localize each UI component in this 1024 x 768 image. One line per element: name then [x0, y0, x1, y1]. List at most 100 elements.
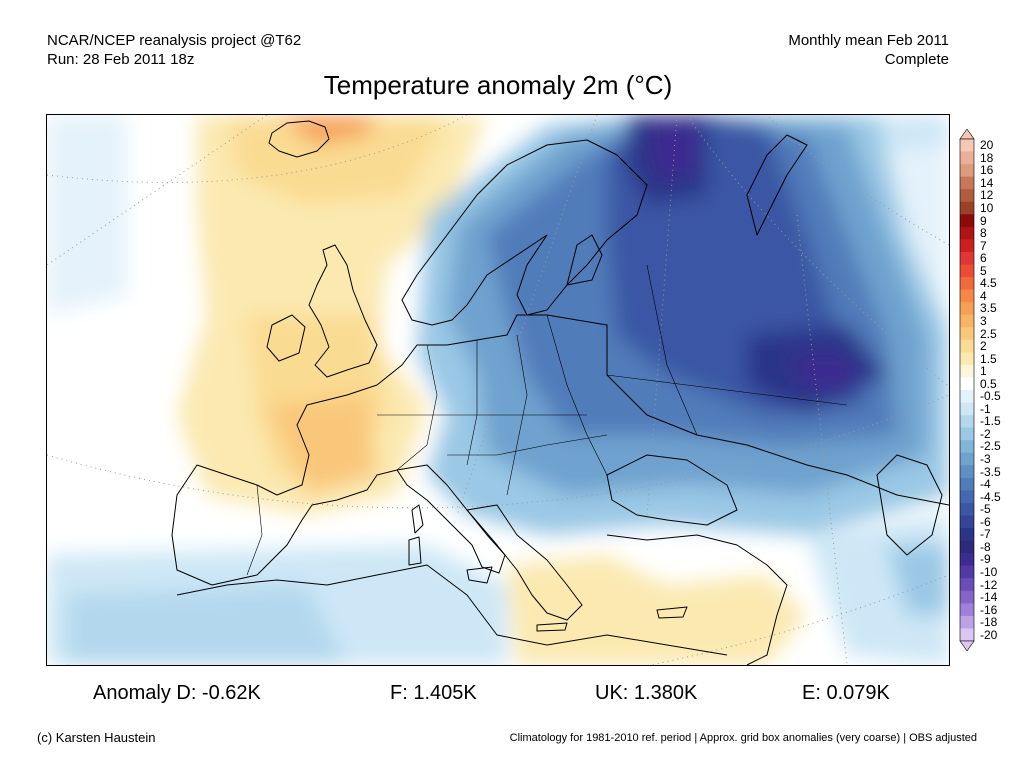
- legend-swatch: [960, 264, 974, 278]
- legend-label: 7: [980, 238, 987, 253]
- legend-label: 9: [980, 213, 987, 228]
- legend-arrow-top: [959, 129, 975, 140]
- legend-swatch: [960, 515, 974, 529]
- legend-swatch: [960, 528, 974, 542]
- legend-swatch: [960, 565, 974, 579]
- legend-swatch: [960, 590, 974, 604]
- legend-label: 3: [980, 313, 987, 328]
- legend-label: 5: [980, 263, 987, 278]
- legend-swatch: [960, 603, 974, 617]
- copyright-text: (c) Karsten Haustein: [37, 730, 156, 745]
- legend-swatch: [960, 139, 974, 153]
- legend-label: -7: [980, 527, 991, 542]
- legend-swatch: [960, 327, 974, 341]
- legend-swatch: [960, 415, 974, 429]
- legend-label: -16: [980, 602, 998, 617]
- legend-label: -9: [980, 552, 991, 567]
- stat-anomaly-d: Anomaly D: -0.62K: [93, 682, 261, 704]
- legend-swatch: [960, 289, 974, 303]
- header-right: Monthly mean Feb 2011 Complete: [788, 31, 949, 69]
- legend-swatch: [960, 226, 974, 240]
- legend-swatch: [960, 176, 974, 190]
- legend-label: 16: [980, 163, 994, 178]
- legend-colorbar: [959, 129, 975, 651]
- legend-label: -12: [980, 577, 998, 592]
- legend-label: 0.5: [980, 376, 997, 391]
- legend-label: -2.5: [980, 439, 1001, 454]
- header-left: NCAR/NCEP reanalysis project @T62 Run: 2…: [47, 31, 301, 69]
- legend-swatch: [960, 553, 974, 567]
- legend-swatch: [960, 628, 974, 642]
- legend-swatch: [960, 427, 974, 441]
- legend-swatch: [960, 440, 974, 454]
- legend-swatch: [960, 339, 974, 353]
- legend-label: -8: [980, 539, 991, 554]
- legend-label: -3.5: [980, 464, 1001, 479]
- legend-swatch: [960, 490, 974, 504]
- color-legend: 20 18 16 14 12 10 9 8 7 6 5 4.5 4 3.5 3 2.5 2 1.5 1 0.5 -0.5…: [956, 129, 1024, 651]
- footnote-text: Climatology for 1981-2010 ref. period | …: [509, 732, 977, 744]
- legend-label: 12: [980, 188, 994, 203]
- legend-swatch: [960, 151, 974, 165]
- borders: [246, 264, 848, 576]
- legend-swatch: [960, 402, 974, 416]
- anomaly-field: [47, 115, 949, 665]
- legend-label: -18: [980, 615, 998, 630]
- source-text: NCAR/NCEP reanalysis project @T62: [47, 32, 302, 49]
- legend-label: 4: [980, 288, 987, 303]
- legend-label: 8: [980, 226, 987, 241]
- legend-label: -4.5: [980, 489, 1001, 504]
- run-text: Run: 28 Feb 2011 18z: [47, 51, 195, 68]
- legend-label: 6: [980, 251, 987, 266]
- legend-label: 4.5: [980, 276, 997, 291]
- legend-swatch: [960, 477, 974, 491]
- stat-e: E: 0.079K: [802, 682, 890, 704]
- legend-label: -1: [980, 401, 991, 416]
- legend-label: 20: [980, 138, 994, 153]
- legend-label: 18: [980, 150, 994, 165]
- legend-label: 2: [980, 339, 987, 354]
- status-text: Complete: [884, 51, 949, 68]
- legend-swatch: [960, 277, 974, 291]
- legend-swatch: [960, 352, 974, 366]
- legend-swatch: [960, 452, 974, 466]
- legend-label: 14: [980, 175, 994, 190]
- legend-label: -4: [980, 477, 991, 492]
- legend-swatch: [960, 302, 974, 316]
- legend-swatch: [960, 578, 974, 592]
- legend-swatch: [960, 615, 974, 629]
- legend-swatch: [960, 239, 974, 253]
- legend-swatch: [960, 502, 974, 516]
- legend-label: 2.5: [980, 326, 997, 341]
- legend-swatch: [960, 540, 974, 554]
- legend-swatch: [960, 377, 974, 391]
- legend-swatch: [960, 314, 974, 328]
- map-canvas: [47, 115, 949, 665]
- legend-label: -5: [980, 502, 991, 517]
- legend-swatch: [960, 189, 974, 203]
- legend-swatch: [960, 164, 974, 178]
- legend-swatch: [960, 364, 974, 378]
- legend-swatch: [960, 251, 974, 265]
- legend-label: -20: [980, 627, 998, 642]
- legend-label: -0.5: [980, 389, 1001, 404]
- legend-label: -2: [980, 426, 991, 441]
- stat-uk: UK: 1.380K: [595, 682, 698, 704]
- legend-swatch: [960, 214, 974, 228]
- coastlines: [171, 120, 949, 665]
- legend-label: 1.5: [980, 351, 997, 366]
- legend-label: 1: [980, 364, 987, 379]
- legend-label: -10: [980, 564, 998, 579]
- legend-arrow-bottom: [959, 640, 975, 651]
- legend-swatch: [960, 201, 974, 215]
- stat-f: F: 1.405K: [390, 682, 477, 704]
- legend-label: 10: [980, 201, 994, 216]
- legend-label: -1.5: [980, 414, 1001, 429]
- legend-label: -3: [980, 452, 991, 467]
- legend-label: -14: [980, 590, 998, 605]
- map-title: Temperature anomaly 2m (°C): [323, 70, 673, 100]
- legend-swatch: [960, 390, 974, 404]
- legend-label: 3.5: [980, 301, 997, 316]
- period-text: Monthly mean Feb 2011: [788, 32, 949, 49]
- legend-swatch: [960, 465, 974, 479]
